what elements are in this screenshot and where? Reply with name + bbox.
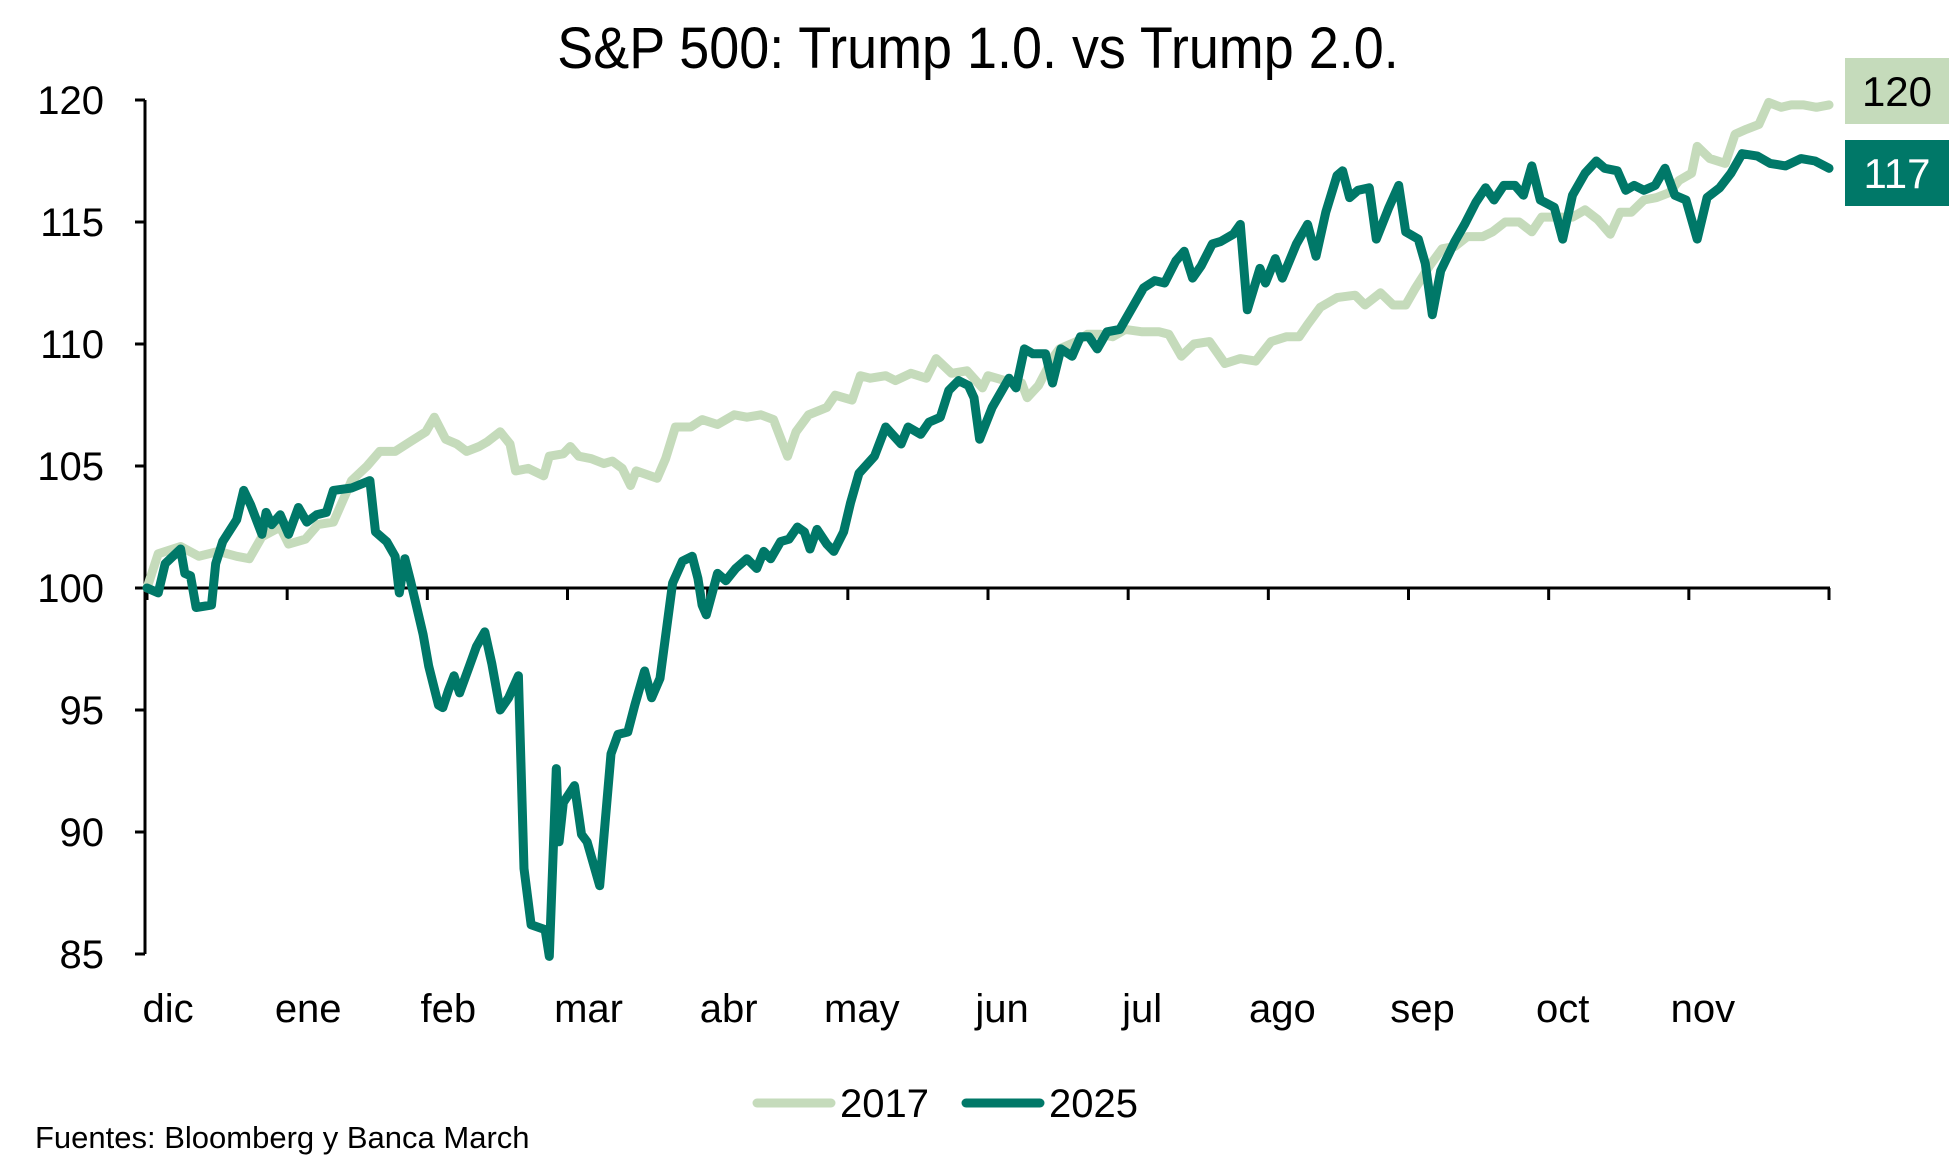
x-tick-label: jul — [1121, 987, 1162, 1031]
end-label-2017: 120 — [1862, 68, 1932, 115]
x-tick-label: jun — [974, 987, 1028, 1031]
y-tick-label: 95 — [60, 689, 105, 733]
y-tick-label: 110 — [40, 323, 104, 367]
x-axis: dic ene feb mar abr may jun jul ago sep oct nov — [142, 586, 1831, 1031]
x-tick-label: dic — [142, 987, 193, 1031]
legend-label-2017: 2017 — [840, 1082, 929, 1126]
chart-title: S&P 500: Trump 1.0. vs Trump 2.0. — [557, 15, 1398, 80]
y-tick-label: 120 — [37, 79, 104, 123]
y-tick-label: 85 — [60, 933, 105, 977]
x-tick-label: abr — [700, 987, 758, 1031]
series-line-2025 — [142, 149, 1834, 961]
x-tick-label: mar — [554, 987, 623, 1031]
end-label-2025: 117 — [1864, 150, 1931, 197]
y-tick-label: 100 — [37, 567, 104, 611]
y-tick-label: 105 — [37, 445, 104, 489]
y-tick-label: 115 — [40, 201, 104, 245]
x-tick-label: ene — [275, 987, 342, 1031]
x-tick-label: nov — [1671, 987, 1736, 1031]
y-tick-label: 90 — [60, 811, 105, 855]
end-label-box-2017 — [1845, 58, 1949, 124]
series-line-2017 — [142, 97, 1834, 593]
end-label-box-2025 — [1845, 140, 1949, 206]
source-note: Fuentes: Bloomberg y Banca March — [35, 1120, 530, 1155]
legend: 2017 2025 — [752, 1082, 1138, 1126]
x-tick-label: feb — [421, 987, 477, 1031]
x-tick-label: sep — [1390, 987, 1455, 1031]
legend-label-2025: 2025 — [1049, 1082, 1138, 1126]
series-layer — [142, 97, 1834, 961]
x-tick-label: oct — [1536, 987, 1589, 1031]
x-tick-label: ago — [1249, 987, 1316, 1031]
y-axis: 85 90 95 100 105 110 115 120 — [37, 79, 147, 977]
end-labels: 120 117 — [1845, 58, 1949, 206]
x-tick-label: may — [824, 987, 900, 1031]
